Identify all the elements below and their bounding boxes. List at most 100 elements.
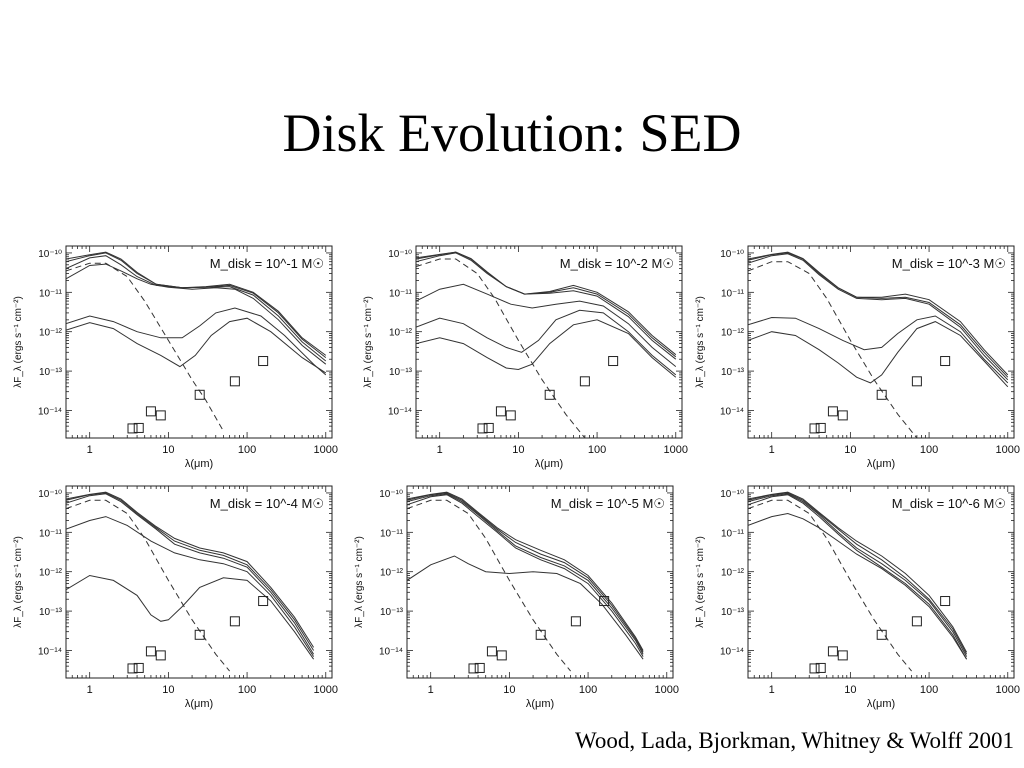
x-axis: 1 10 100 1000 λ(μm) <box>65 246 338 470</box>
y-axis: 10⁻¹⁰ 10⁻¹¹ 10⁻¹² 10⁻¹³ 10⁻¹⁴ λF_λ (ergs s⁻¹ … <box>363 249 682 439</box>
model-sed-line <box>748 491 968 653</box>
observation-point <box>133 662 144 673</box>
x-axis: 1 10 100 1000 λ(μm) <box>747 486 1020 710</box>
model-sed-line <box>748 494 968 660</box>
x-tick-label: 1000 <box>655 684 679 696</box>
y-tick-label: 10⁻¹⁴ <box>720 646 744 657</box>
series-group <box>748 491 968 672</box>
y-tick-label: 10⁻¹⁴ <box>38 646 62 657</box>
observation-point <box>809 423 820 434</box>
plot-frame <box>747 485 1015 679</box>
observation-point <box>496 650 507 661</box>
x-axis: 1 10 100 1000 λ(μm) <box>415 246 688 470</box>
model-sed-line <box>748 251 1009 376</box>
observation-point <box>483 422 494 433</box>
observation-point <box>127 423 138 434</box>
model-sed-line <box>407 492 644 653</box>
observation-point <box>815 662 826 673</box>
observation-point <box>837 650 848 661</box>
y-tick-label: 10⁻¹¹ <box>721 288 745 299</box>
observations <box>127 596 269 674</box>
series-group <box>416 251 677 438</box>
y-tick-label: 10⁻¹⁴ <box>38 406 62 417</box>
x-tick-label: 10 <box>512 444 524 456</box>
y-tick-label: 10⁻¹⁰ <box>38 249 62 260</box>
x-axis: 1 10 100 1000 λ(μm) <box>747 246 1020 470</box>
observations <box>127 356 269 434</box>
observation-point <box>194 389 205 400</box>
y-tick-label: 10⁻¹⁴ <box>379 646 403 657</box>
observation-point <box>599 596 610 607</box>
y-tick-label: 10⁻¹³ <box>380 607 404 618</box>
x-tick-label: 10 <box>162 684 174 696</box>
sed-chart-mdisk-1e-2: 1 10 100 1000 λ(μm) 10⁻¹⁰ 10⁻¹¹ 10⁻¹² 10⁻¹³ 10⁻¹⁴… <box>363 245 688 470</box>
model-sed-line <box>416 251 677 356</box>
model-sed-line <box>407 493 644 655</box>
model-sed-line <box>748 315 1009 384</box>
y-tick-label: 10⁻¹³ <box>389 367 413 378</box>
x-axis-title: λ(μm) <box>185 458 213 470</box>
y-tick-label: 10⁻¹² <box>389 328 413 339</box>
y-tick-label: 10⁻¹⁴ <box>388 406 412 417</box>
observation-point <box>486 646 497 657</box>
sed-chart-mdisk-1e-6: 1 10 100 1000 λ(μm) 10⁻¹⁰ 10⁻¹¹ 10⁻¹² 10⁻¹³ 10⁻¹⁴… <box>695 485 1020 710</box>
observation-point <box>155 650 166 661</box>
model-sed-line <box>407 555 644 660</box>
observation-point <box>477 423 488 434</box>
model-sed-line <box>748 321 1009 388</box>
y-tick-label: 10⁻¹² <box>39 568 63 579</box>
sed-chart-mdisk-1e-5: 1 10 100 1000 λ(μm) 10⁻¹⁰ 10⁻¹¹ 10⁻¹² 10⁻¹³ 10⁻¹⁴… <box>354 485 679 710</box>
model-sed-line <box>748 512 968 660</box>
y-tick-label: 10⁻¹³ <box>39 607 63 618</box>
y-tick-label: 10⁻¹⁰ <box>38 489 62 500</box>
panel-title: M_disk = 10^-4 M☉ <box>210 496 324 511</box>
y-axis: 10⁻¹⁰ 10⁻¹¹ 10⁻¹² 10⁻¹³ 10⁻¹⁴ λF_λ (ergs s⁻¹ … <box>695 249 1014 439</box>
y-axis-title: λF_λ (ergs s⁻¹ cm⁻²) <box>695 296 706 388</box>
series-group <box>748 251 1009 438</box>
observation-point <box>127 663 138 674</box>
y-tick-label: 10⁻¹² <box>380 568 404 579</box>
x-tick-label: 100 <box>920 444 938 456</box>
observation-point <box>194 629 205 640</box>
x-tick-label: 1000 <box>996 444 1020 456</box>
observation-point <box>570 616 581 627</box>
x-tick-label: 1 <box>87 684 93 696</box>
model-sed-line <box>66 317 327 374</box>
y-tick-label: 10⁻¹³ <box>39 367 63 378</box>
y-tick-label: 10⁻¹¹ <box>389 288 413 299</box>
y-tick-label: 10⁻¹³ <box>721 367 745 378</box>
y-tick-label: 10⁻¹¹ <box>39 528 63 539</box>
observation-point <box>133 422 144 433</box>
y-axis-title: λF_λ (ergs s⁻¹ cm⁻²) <box>13 296 24 388</box>
panel-title: M_disk = 10^-3 M☉ <box>892 256 1006 271</box>
x-axis-title: λ(μm) <box>867 458 895 470</box>
observation-point <box>468 663 479 674</box>
panel-title: M_disk = 10^-6 M☉ <box>892 496 1006 511</box>
model-sed-line <box>407 494 644 657</box>
observation-point <box>155 410 166 421</box>
sed-chart-mdisk-1e-3: 1 10 100 1000 λ(μm) 10⁻¹⁰ 10⁻¹¹ 10⁻¹² 10⁻¹³ 10⁻¹⁴… <box>695 245 1020 470</box>
observation-point <box>940 596 951 607</box>
observation-point <box>258 356 269 367</box>
x-tick-label: 100 <box>238 444 256 456</box>
model-sed-line <box>66 493 315 655</box>
y-tick-label: 10⁻¹⁰ <box>379 489 403 500</box>
y-axis: 10⁻¹⁰ 10⁻¹¹ 10⁻¹² 10⁻¹³ 10⁻¹⁴ λF_λ (ergs s⁻¹ … <box>695 489 1014 679</box>
series-group <box>407 491 644 672</box>
x-tick-label: 100 <box>920 684 938 696</box>
x-tick-label: 1 <box>769 444 775 456</box>
y-tick-label: 10⁻¹¹ <box>380 528 404 539</box>
series-group <box>66 491 315 672</box>
model-sed-line <box>66 492 315 651</box>
observation-point <box>505 410 516 421</box>
y-tick-label: 10⁻¹⁴ <box>720 406 744 417</box>
y-tick-label: 10⁻¹³ <box>721 607 745 618</box>
observation-point <box>827 646 838 657</box>
y-tick-label: 10⁻¹⁰ <box>720 249 744 260</box>
observation-point <box>229 376 240 387</box>
y-tick-label: 10⁻¹² <box>721 568 745 579</box>
x-axis-title: λ(μm) <box>867 698 895 710</box>
sed-chart-mdisk-1e-1: 1 10 100 1000 λ(μm) 10⁻¹⁰ 10⁻¹¹ 10⁻¹² 10⁻¹³ 10⁻¹⁴… <box>13 245 338 470</box>
plot-frame <box>65 245 333 439</box>
y-axis-title: λF_λ (ergs s⁻¹ cm⁻²) <box>13 536 24 628</box>
